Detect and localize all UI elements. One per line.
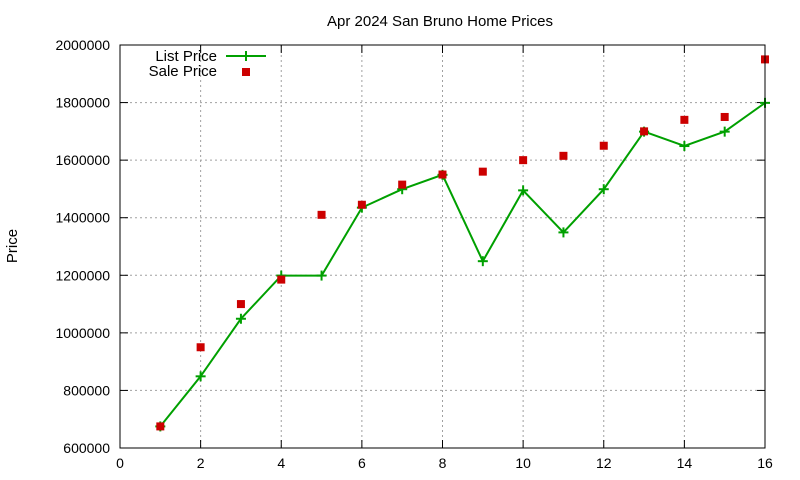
plot-frame xyxy=(119,44,766,449)
y-tick-label: 1400000 xyxy=(55,210,110,226)
x-tick-label: 6 xyxy=(358,455,366,471)
x-tick-label: 14 xyxy=(677,455,693,471)
sale-price-point xyxy=(640,127,649,136)
sale-price-point xyxy=(720,112,729,121)
sale-price-point xyxy=(519,156,528,165)
x-tick-label: 8 xyxy=(439,455,447,471)
sale-price-point xyxy=(156,422,165,431)
y-tick-label: 600000 xyxy=(63,440,110,456)
sale-price-point xyxy=(398,180,407,189)
list-price-point xyxy=(719,126,730,137)
sale-price-point xyxy=(277,275,286,284)
list-price-point xyxy=(195,371,206,382)
y-tick-label: 1800000 xyxy=(55,95,110,111)
x-tick-label: 16 xyxy=(757,455,773,471)
sale-price-point xyxy=(357,200,366,209)
list-price-point xyxy=(235,313,246,324)
y-tick-label: 1000000 xyxy=(55,325,110,341)
sale-price-point xyxy=(196,343,205,352)
axis-ticks: 600000 800000 1000000 1200000 1400000 1600000… xyxy=(55,37,773,471)
y-tick-label: 1200000 xyxy=(55,267,110,283)
sale-price-point xyxy=(559,151,568,160)
sale-price-point xyxy=(317,210,326,219)
sale-price-point xyxy=(236,300,245,309)
y-tick-label: 1600000 xyxy=(55,152,110,168)
grid xyxy=(120,45,765,448)
x-tick-label: 2 xyxy=(197,455,205,471)
sale-price-point xyxy=(599,141,608,150)
legend-label-list-price: List Price xyxy=(155,48,217,65)
legend-label-sale-price: Sale Price xyxy=(149,63,217,80)
list-price-line xyxy=(159,102,766,428)
list-price-point xyxy=(598,184,609,195)
sale-price-point xyxy=(438,170,447,179)
x-tick-label: 0 xyxy=(116,455,124,471)
list-price-point xyxy=(477,256,488,267)
x-tick-label: 4 xyxy=(277,455,285,471)
sale-price-point xyxy=(478,167,487,176)
list-price-point xyxy=(679,141,690,152)
list-price-point xyxy=(558,227,569,238)
list-price-point xyxy=(518,185,529,196)
y-axis-label: Price xyxy=(4,229,21,263)
sale-price-point xyxy=(680,115,689,124)
legend-marker-sale-price xyxy=(242,68,250,76)
chart-title: Apr 2024 San Bruno Home Prices xyxy=(327,13,553,30)
y-tick-label: 2000000 xyxy=(55,37,110,53)
x-tick-label: 10 xyxy=(515,455,531,471)
x-tick-label: 12 xyxy=(596,455,612,471)
y-tick-label: 800000 xyxy=(63,382,110,398)
list-price-point xyxy=(316,270,327,281)
